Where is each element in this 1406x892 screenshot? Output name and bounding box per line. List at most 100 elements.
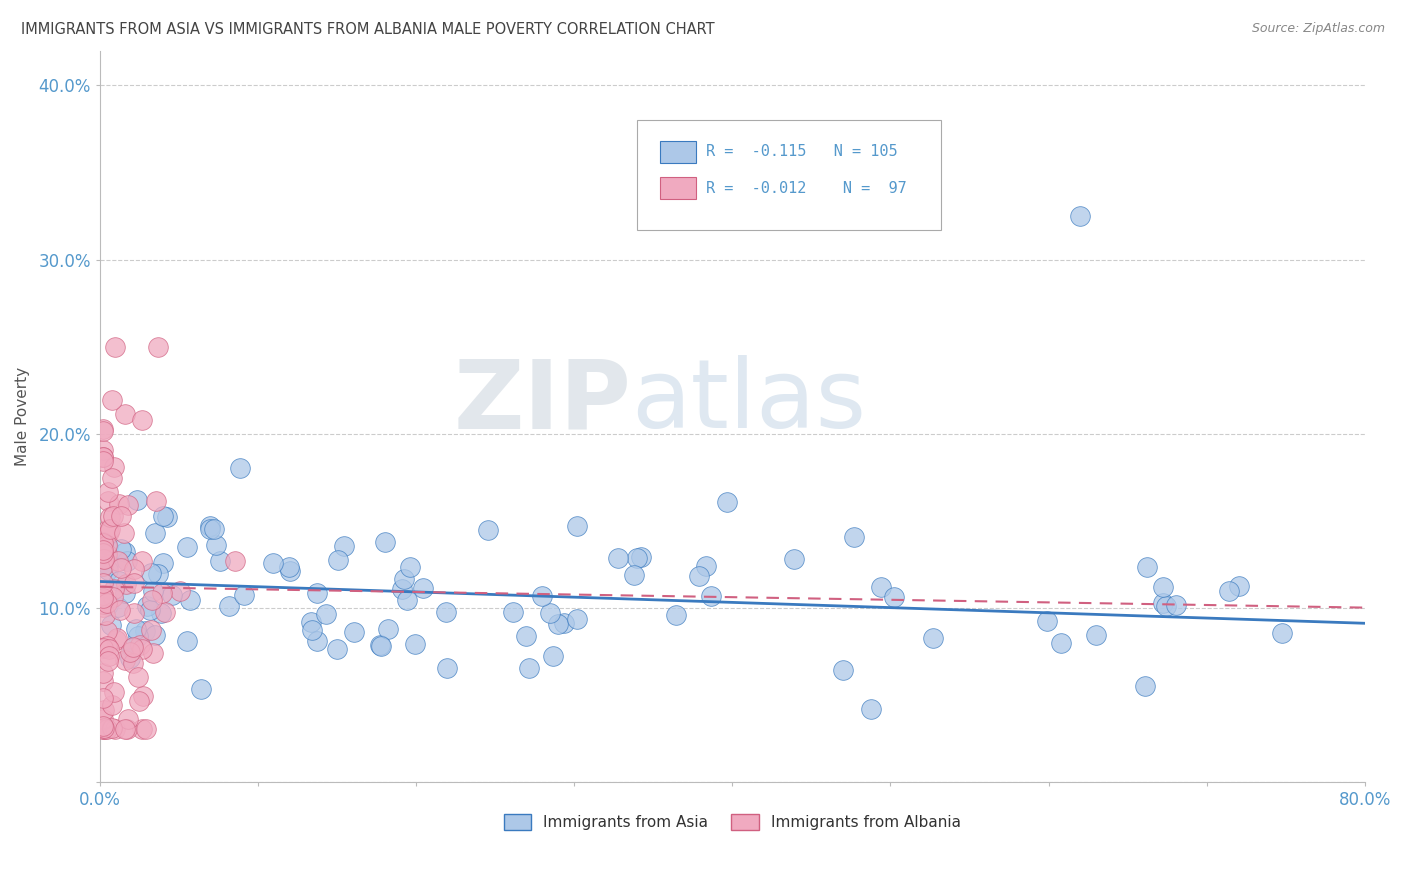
Point [404,637,426,651]
Point [91,422,114,436]
Point [101,393,124,408]
Point [110,542,132,557]
Point [145,494,167,508]
Point [156,510,179,524]
Point [97,540,120,554]
Point [208,554,231,568]
Point [626,550,648,565]
Point [91,546,114,560]
Point [103,460,125,475]
Point [143,627,166,641]
Point [377,622,399,636]
Point [91,598,114,612]
Point [91,443,114,458]
Point [630,549,652,564]
Point [97,648,120,663]
Point [91,665,114,680]
Point [104,723,127,737]
Text: Source: ZipAtlas.com: Source: ZipAtlas.com [1251,22,1385,36]
Point [538,606,561,620]
Point [412,581,434,595]
Point [1069,209,1091,223]
Point [97,558,120,573]
Point [198,519,221,533]
Point [97,563,120,577]
Point [91,712,114,726]
Point [146,340,169,354]
Point [190,681,212,696]
Point [262,556,284,570]
Point [108,603,131,617]
Point [143,526,166,541]
Point [150,606,173,620]
Point [1152,596,1174,610]
Point [125,492,148,507]
FancyBboxPatch shape [637,120,941,230]
Point [1154,599,1177,613]
Point [716,494,738,508]
Point [1166,599,1188,613]
Point [93,552,115,566]
Point [398,560,420,574]
Point [477,524,499,538]
Point [162,588,184,602]
Point [131,641,153,656]
Point [103,340,125,354]
Point [301,615,323,630]
Point [202,522,225,536]
Point [91,543,114,558]
Point [114,585,136,599]
Point [436,661,458,675]
Point [103,582,125,597]
Point [91,558,114,573]
Point [96,538,118,552]
Point [700,589,723,603]
Point [1152,580,1174,594]
Point [224,553,246,567]
Point [91,593,114,607]
Point [91,588,114,602]
Point [100,617,122,632]
Point [97,493,120,508]
Point [96,640,118,654]
Text: ZIP: ZIP [453,355,631,448]
Point [107,554,129,568]
Point [139,624,162,638]
Point [112,526,135,541]
Point [91,591,114,606]
Bar [661,178,696,199]
Point [114,652,136,666]
Point [105,632,128,646]
Point [229,461,252,475]
Point [1227,579,1250,593]
Point [97,598,120,612]
Point [91,690,114,705]
Point [368,638,391,652]
Point [127,629,149,643]
Point [96,723,118,737]
Point [142,646,165,660]
Point [301,623,323,637]
Point [91,450,114,464]
Point [1136,559,1159,574]
Point [91,591,114,606]
Point [94,723,117,737]
Point [131,412,153,426]
Point [128,694,150,708]
Point [148,566,170,581]
Point [103,685,125,699]
Point [91,599,114,614]
Point [553,616,575,631]
Point [96,596,118,610]
Point [117,499,139,513]
Point [131,553,153,567]
Point [97,525,120,540]
Point [91,576,114,591]
Point [91,719,114,733]
Point [204,538,226,552]
Point [103,508,125,523]
Point [179,592,201,607]
Point [98,510,121,524]
Point [91,551,114,566]
Point [91,454,114,468]
